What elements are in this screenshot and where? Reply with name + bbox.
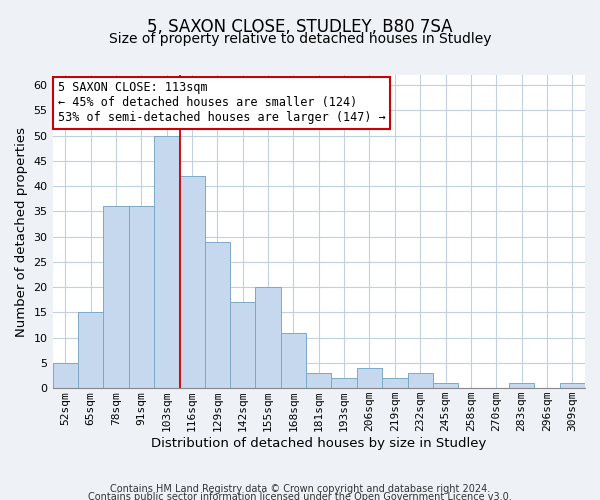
Text: Contains public sector information licensed under the Open Government Licence v3: Contains public sector information licen… — [88, 492, 512, 500]
Bar — [306, 373, 331, 388]
Bar — [205, 242, 230, 388]
Bar — [103, 206, 128, 388]
Bar — [357, 368, 382, 388]
Bar — [230, 302, 256, 388]
Bar — [78, 312, 103, 388]
Bar — [281, 332, 306, 388]
Text: 5 SAXON CLOSE: 113sqm
← 45% of detached houses are smaller (124)
53% of semi-det: 5 SAXON CLOSE: 113sqm ← 45% of detached … — [58, 82, 386, 124]
Bar — [382, 378, 407, 388]
Bar — [179, 176, 205, 388]
Bar — [560, 383, 585, 388]
Bar — [256, 287, 281, 388]
Text: Size of property relative to detached houses in Studley: Size of property relative to detached ho… — [109, 32, 491, 46]
Bar — [433, 383, 458, 388]
Bar — [407, 373, 433, 388]
Y-axis label: Number of detached properties: Number of detached properties — [15, 126, 28, 336]
Bar — [154, 136, 179, 388]
Bar — [53, 363, 78, 388]
Bar — [331, 378, 357, 388]
Text: 5, SAXON CLOSE, STUDLEY, B80 7SA: 5, SAXON CLOSE, STUDLEY, B80 7SA — [147, 18, 453, 36]
Text: Contains HM Land Registry data © Crown copyright and database right 2024.: Contains HM Land Registry data © Crown c… — [110, 484, 490, 494]
Bar — [128, 206, 154, 388]
Bar — [509, 383, 534, 388]
X-axis label: Distribution of detached houses by size in Studley: Distribution of detached houses by size … — [151, 437, 487, 450]
